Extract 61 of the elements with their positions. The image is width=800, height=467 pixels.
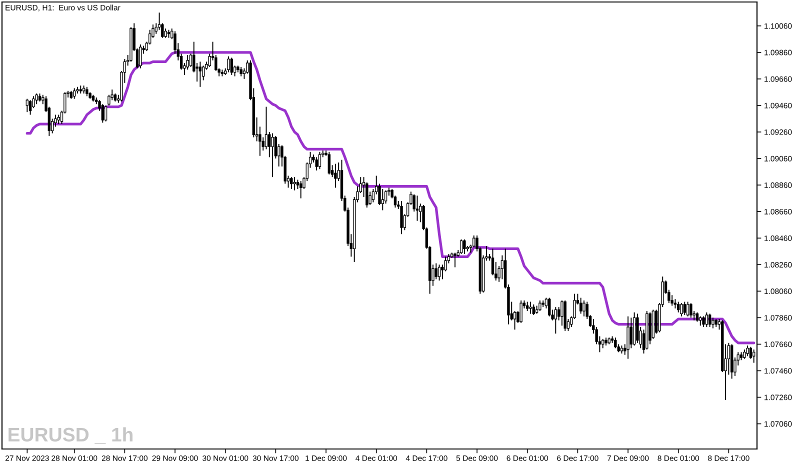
candlestick xyxy=(626,316,630,360)
annotation: EURUSD _ 1h xyxy=(8,427,132,444)
candlestick xyxy=(705,312,708,328)
candlestick xyxy=(227,56,230,73)
candlestick xyxy=(198,61,202,88)
candlestick xyxy=(548,297,551,317)
candlestick xyxy=(271,132,274,178)
candlestick xyxy=(101,104,104,124)
candlestick xyxy=(560,300,564,326)
candlestick xyxy=(264,106,268,150)
candlestick xyxy=(328,151,331,175)
candlestick xyxy=(602,338,604,349)
candlestick xyxy=(189,53,192,68)
candlestick xyxy=(696,312,699,322)
candlestick xyxy=(240,66,242,77)
candlestick xyxy=(520,300,522,324)
candlestick xyxy=(164,28,167,38)
candlestick xyxy=(538,300,542,312)
candlestick xyxy=(708,313,712,328)
candlestick xyxy=(318,151,322,170)
candlestick xyxy=(749,346,752,360)
candlestick xyxy=(460,238,463,255)
candlestick xyxy=(441,264,444,280)
candlestick xyxy=(743,349,746,360)
candlestick xyxy=(532,304,535,316)
candlestick xyxy=(614,337,617,349)
candlestick xyxy=(26,98,29,113)
candlestick xyxy=(381,188,384,211)
candlestick xyxy=(434,262,438,280)
candlestick xyxy=(104,104,108,122)
candlestick xyxy=(139,44,142,69)
candlestick xyxy=(686,301,690,317)
candlestick xyxy=(416,195,419,222)
candlestick xyxy=(579,297,582,314)
candlestick xyxy=(293,176,296,191)
candlestick xyxy=(630,317,633,349)
candlestick xyxy=(438,264,441,282)
candlestick xyxy=(73,88,76,100)
candlestick xyxy=(680,302,683,317)
candlestick xyxy=(290,176,293,190)
candlestick xyxy=(554,306,558,334)
candlestick xyxy=(712,317,714,329)
candlestick xyxy=(454,252,456,268)
candlestick xyxy=(582,300,586,317)
candlestick xyxy=(299,180,302,199)
candlestick xyxy=(35,93,38,105)
candlestick xyxy=(86,86,88,97)
candlestick xyxy=(28,100,32,116)
candlestick xyxy=(690,302,692,318)
candlestick xyxy=(334,163,337,188)
candlestick xyxy=(702,316,705,328)
candlestick xyxy=(746,345,749,357)
candlestick xyxy=(315,156,318,171)
candlestick xyxy=(57,114,60,125)
candlestick xyxy=(529,301,532,314)
candlestick xyxy=(463,238,466,255)
candlestick xyxy=(677,301,680,313)
candlestick xyxy=(683,301,686,316)
candlestick xyxy=(400,200,403,235)
candlestick xyxy=(674,298,677,309)
candlestick xyxy=(230,57,234,76)
